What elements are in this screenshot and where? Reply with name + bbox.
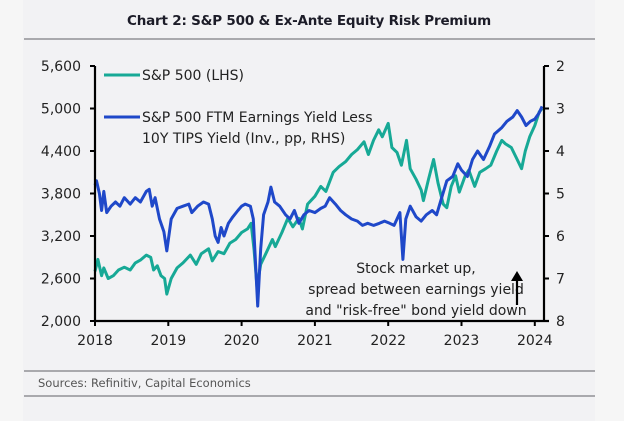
left-tick-label: 2,600: [41, 272, 81, 288]
right-tick-label: 4: [556, 144, 565, 160]
annotation-text: and "risk-free" bond yield down: [305, 303, 526, 319]
annotation-text: Stock market up,: [356, 261, 476, 277]
legend: S&P 500 (LHS) S&P 500 FTM Earnings Yield …: [104, 68, 373, 147]
arrow-up-icon-head: [511, 271, 523, 281]
annotation: Stock market up, spread between earnings …: [305, 261, 526, 319]
right-tick-label: 8: [556, 314, 565, 330]
x-tick-label: 2018: [77, 333, 113, 349]
left-tick-label: 3,800: [41, 187, 81, 203]
sources-divider-bottom: [24, 395, 595, 397]
chart-title: Chart 2: S&P 500 & Ex-Ante Equity Risk P…: [127, 13, 491, 29]
left-tick-label: 3,200: [41, 229, 81, 245]
left-tick-label: 4,400: [41, 144, 81, 160]
legend-label-erp: S&P 500 FTM Earnings Yield Less: [142, 110, 373, 126]
axes-layer: 2,000 2,600 3,200 3,800 4,400 5,000 5,600 2 3 4 5 6…: [41, 59, 565, 349]
annotation-text: spread between earnings yield: [308, 282, 524, 298]
right-tick-label: 3: [556, 102, 565, 118]
left-tick-label: 5,000: [41, 102, 81, 118]
x-tick-label: 2024: [517, 333, 553, 349]
x-tick-label: 2021: [297, 333, 333, 349]
x-tick-label: 2023: [444, 333, 480, 349]
left-tick-label: 2,000: [41, 314, 81, 330]
right-tick-label: 7: [556, 272, 565, 288]
x-tick-label: 2020: [224, 333, 260, 349]
right-tick-label: 2: [556, 59, 565, 75]
sources-note: Sources: Refinitiv, Capital Economics: [38, 376, 251, 390]
right-tick-label: 5: [556, 187, 565, 203]
series-layer: [93, 105, 544, 308]
legend-label-sp500: S&P 500 (LHS): [142, 68, 244, 84]
sources-divider-top: [24, 370, 595, 372]
left-tick-label: 5,600: [41, 59, 81, 75]
x-tick-label: 2019: [150, 333, 186, 349]
erp-line: [93, 105, 544, 308]
x-tick-label: 2022: [370, 333, 406, 349]
title-divider: [24, 38, 595, 40]
legend-label-erp: 10Y TIPS Yield (Inv., pp, RHS): [142, 131, 345, 147]
right-tick-label: 6: [556, 229, 565, 245]
